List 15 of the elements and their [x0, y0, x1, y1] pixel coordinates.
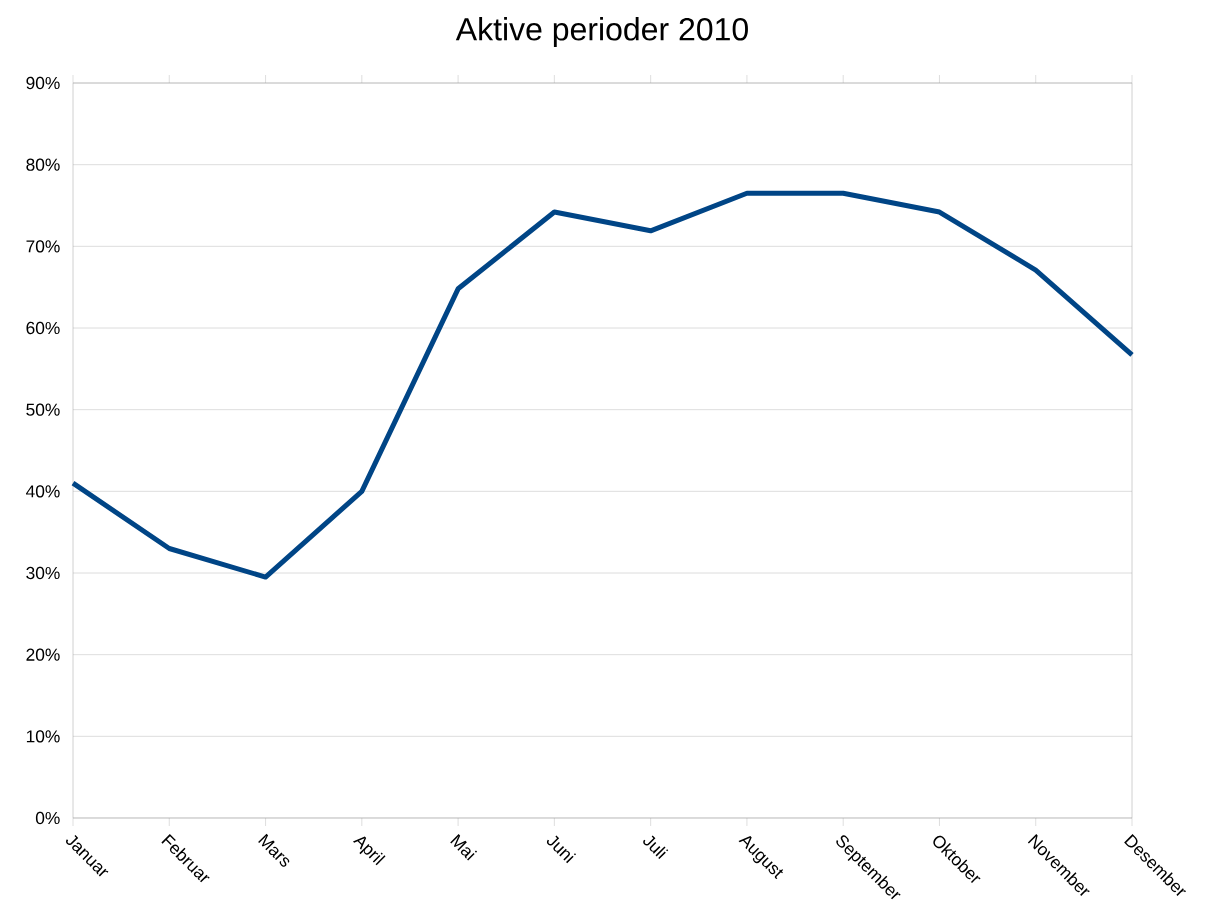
- x-tick-label: Juni: [546, 835, 577, 864]
- y-tick-label: 40%: [26, 485, 60, 498]
- x-tick-label: Juli: [643, 835, 669, 860]
- x-tick-label: April: [352, 836, 386, 866]
- x-tick-label: Mai: [450, 834, 478, 861]
- y-tick-label: 30%: [26, 566, 60, 580]
- y-tick-label: 10%: [26, 730, 60, 743]
- y-tick-label: 50%: [26, 403, 60, 416]
- y-tick-label: 70%: [26, 240, 60, 253]
- y-tick-label: 80%: [26, 158, 60, 171]
- y-tick-label: 0%: [35, 811, 60, 825]
- y-tick-label: 60%: [26, 321, 60, 335]
- y-tick-label: 90%: [26, 76, 60, 90]
- y-tick-label: 20%: [26, 648, 60, 661]
- chart-title: Aktive perioder 2010: [455, 17, 748, 47]
